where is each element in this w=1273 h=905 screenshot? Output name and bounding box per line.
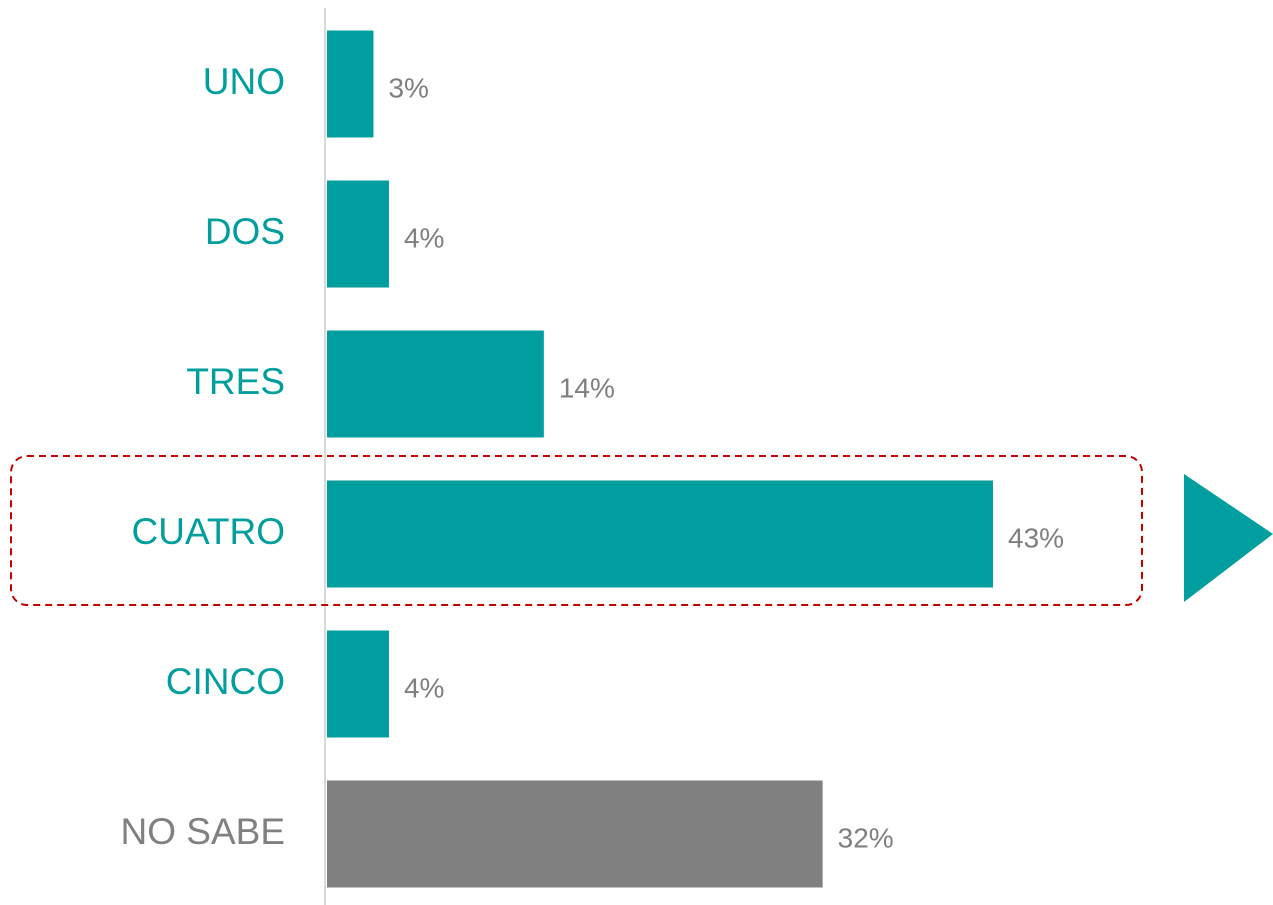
bar [327,30,374,138]
bar-value-label: 3% [388,72,428,103]
arrow [1184,474,1273,602]
bar [327,780,823,888]
category-label: UNO [203,61,285,102]
highlight-box [10,455,1143,606]
bar-value-label: 4% [404,672,444,703]
category-label: DOS [205,211,285,252]
bar-value-label: 32% [838,822,894,853]
bar [327,180,389,288]
bar [327,630,389,738]
bar [327,480,993,588]
bar-value-label: 14% [559,372,615,403]
category-label: CINCO [166,661,285,702]
bar [327,330,544,438]
bar-value-label: 4% [404,222,444,253]
category-label: TRES [186,361,285,402]
bar-value-label: 43% [1008,522,1064,553]
category-label: CUATRO [132,511,285,552]
category-label: NO SABE [121,811,286,852]
